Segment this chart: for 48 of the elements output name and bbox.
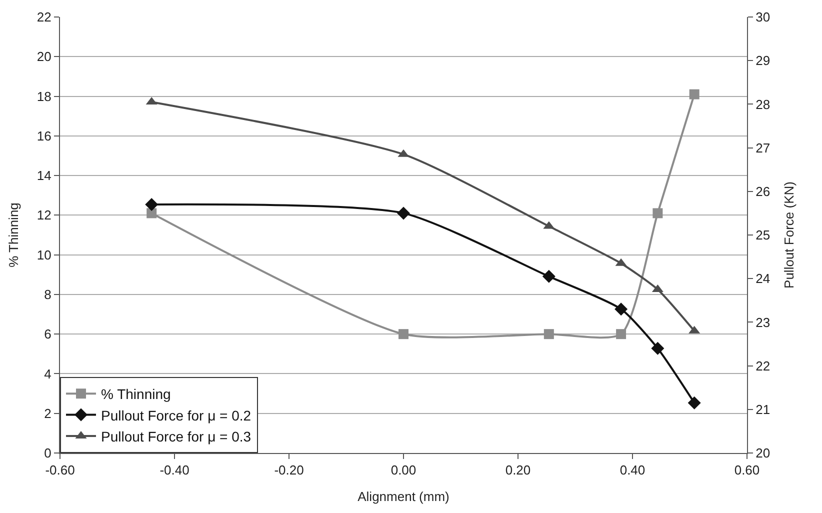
x-tick-label: 0.00 bbox=[390, 462, 416, 478]
y-tick-label: 14 bbox=[36, 168, 52, 184]
point bbox=[651, 342, 664, 355]
point bbox=[146, 208, 157, 218]
x-tick-label: 0.60 bbox=[734, 462, 760, 478]
y-tick-label: 0 bbox=[44, 446, 52, 461]
y-axis-title: % Thinning bbox=[6, 202, 21, 268]
y2-tick-label: 28 bbox=[756, 96, 770, 112]
x-tick-label: -0.20 bbox=[274, 462, 304, 478]
point bbox=[614, 302, 628, 316]
point bbox=[689, 89, 700, 100]
y-tick-label: 4 bbox=[44, 366, 52, 382]
y2-tick-label: 23 bbox=[756, 314, 770, 330]
y2-tick-label: 26 bbox=[756, 184, 770, 199]
y-tick-label: 2 bbox=[44, 406, 52, 421]
legend-label: Pullout Force for μ = 0.3 bbox=[101, 428, 252, 444]
y2-tick-label: 29 bbox=[756, 53, 770, 68]
legend-label: Pullout Force for μ = 0.2 bbox=[101, 407, 252, 424]
y-tick-label: 22 bbox=[36, 10, 52, 25]
x-tick-label: -0.60 bbox=[45, 462, 75, 478]
point bbox=[544, 329, 554, 340]
point bbox=[145, 198, 158, 211]
point bbox=[616, 329, 626, 340]
y-tick-label: 8 bbox=[44, 287, 52, 302]
x-tick-label: -0.40 bbox=[160, 462, 190, 478]
y2-tick-label: 27 bbox=[756, 140, 770, 156]
y2-tick-label: 22 bbox=[756, 358, 770, 374]
x-tick-label: 0.20 bbox=[505, 462, 531, 478]
point bbox=[397, 206, 410, 220]
point bbox=[688, 396, 701, 410]
point bbox=[398, 329, 408, 340]
point bbox=[652, 208, 663, 218]
x-axis-title: Alignment (mm) bbox=[358, 489, 450, 504]
y-tick-label: 6 bbox=[44, 326, 52, 342]
y-tick-label: 16 bbox=[36, 128, 52, 144]
y-tick-label: 18 bbox=[36, 88, 52, 104]
y2-tick-label: 30 bbox=[756, 10, 770, 25]
y2-tick-label: 20 bbox=[756, 446, 770, 461]
y-tick-label: 10 bbox=[36, 247, 52, 262]
y2-tick-label: 24 bbox=[756, 271, 770, 286]
y-tick-label: 20 bbox=[36, 49, 52, 64]
x-tick-label: 0.40 bbox=[620, 462, 646, 478]
y2-tick-label: 25 bbox=[756, 228, 770, 243]
y-tick-label: 12 bbox=[36, 208, 52, 223]
y2-axis-title: Pullout Force (KN) bbox=[782, 182, 797, 288]
point bbox=[542, 270, 556, 283]
y2-tick-label: 21 bbox=[756, 402, 770, 417]
legend-label: % Thinning bbox=[101, 386, 171, 402]
